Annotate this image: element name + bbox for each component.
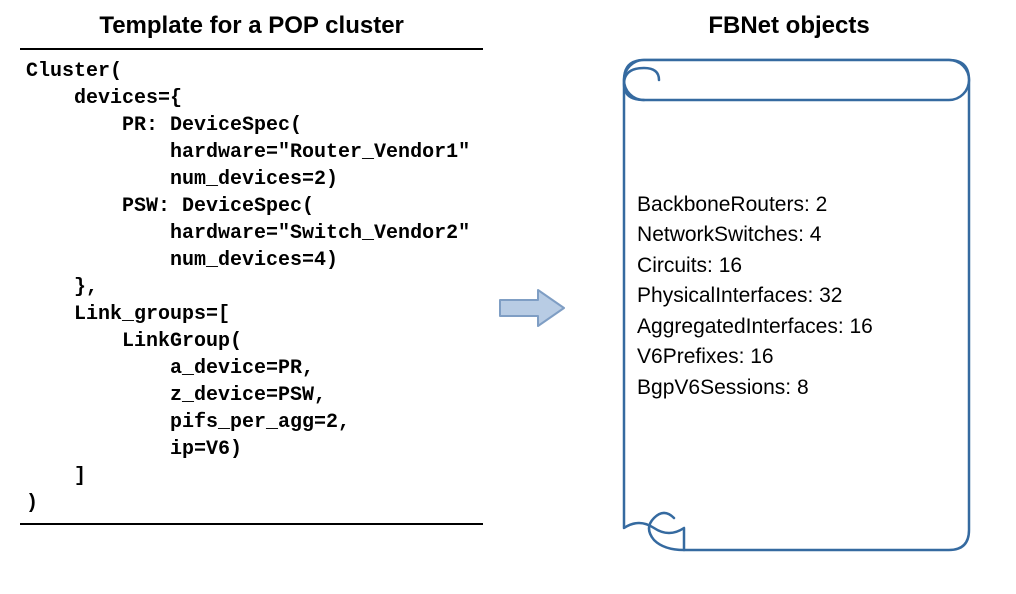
diagram-container: Template for a POP cluster Cluster( devi… [0, 0, 1016, 578]
title-rule-bottom [20, 523, 483, 525]
fbnet-item: BgpV6Sessions: 8 [637, 373, 873, 403]
template-title: Template for a POP cluster [20, 8, 483, 48]
fbnet-item: AggregatedInterfaces: 16 [637, 312, 873, 342]
template-panel: Template for a POP cluster Cluster( devi… [20, 8, 483, 525]
scroll-wrap: BackboneRouters: 2NetworkSwitches: 4Circ… [599, 50, 979, 570]
fbnet-item: Circuits: 16 [637, 251, 873, 281]
fbnet-panel: FBNet objects BackboneRouters: 2NetworkS… [582, 8, 996, 570]
fbnet-item: NetworkSwitches: 4 [637, 220, 873, 250]
arrow-container [493, 8, 572, 568]
code-block: Cluster( devices={ PR: DeviceSpec( hardw… [20, 56, 483, 519]
fbnet-item: PhysicalInterfaces: 32 [637, 281, 873, 311]
fbnet-title: FBNet objects [708, 8, 869, 50]
title-rule-top [20, 48, 483, 50]
arrow-icon [498, 286, 568, 330]
fbnet-item: BackboneRouters: 2 [637, 190, 873, 220]
scroll-content: BackboneRouters: 2NetworkSwitches: 4Circ… [637, 190, 873, 403]
fbnet-item: V6Prefixes: 16 [637, 342, 873, 372]
